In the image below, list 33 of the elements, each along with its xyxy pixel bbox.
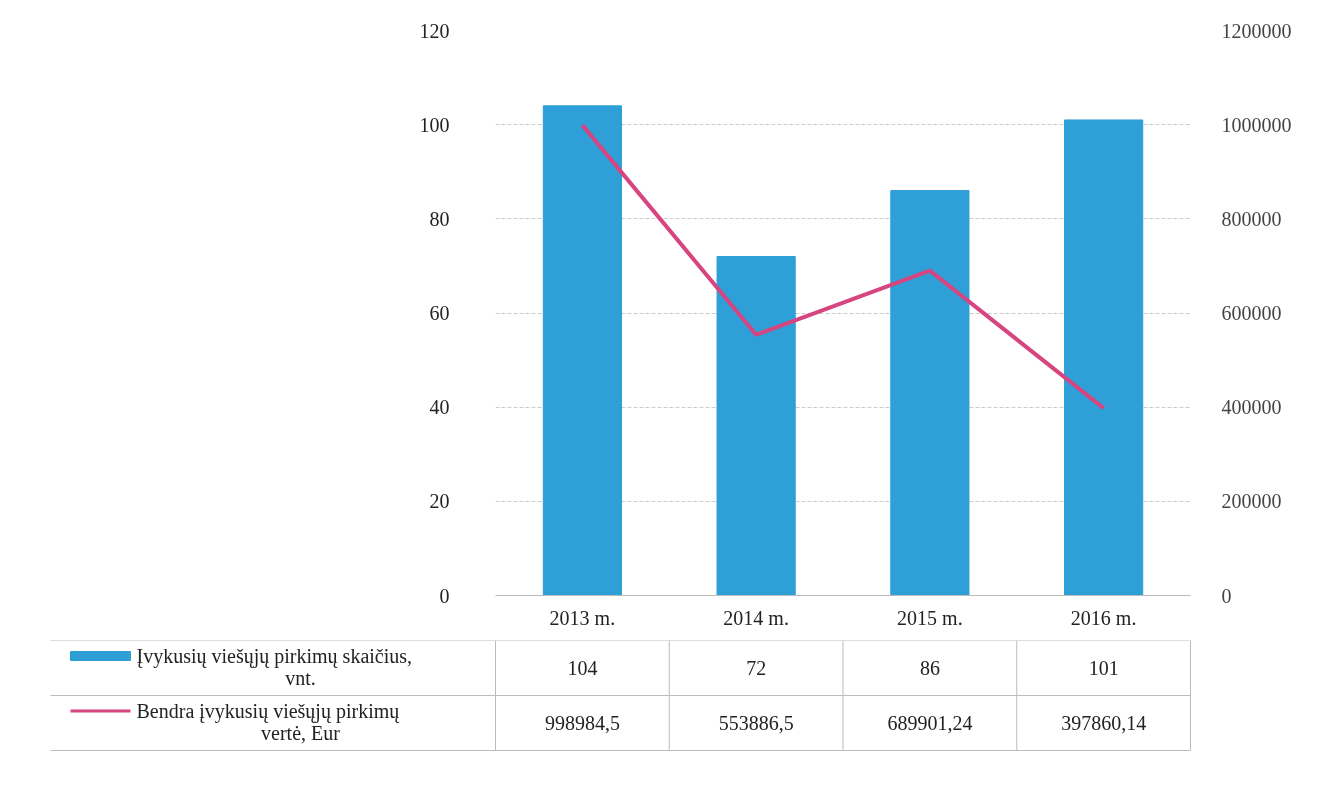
y-tick-label: 120 (419, 19, 450, 42)
bar (542, 105, 622, 596)
y-tick-label: 80 (429, 207, 450, 230)
y-tick-label: 40 (429, 396, 450, 419)
y2-tick-label: 400000 (1221, 396, 1282, 419)
y-tick-label: 0 (439, 584, 450, 607)
data-label: 72 (746, 657, 767, 679)
data-label: 689901,24 (887, 712, 973, 734)
data-label: 998984,5 (544, 712, 620, 734)
legend-label: Bendra įvykusių viešųjų pirkimų vertė, Eur (136, 700, 401, 744)
y2-tick-label: 200000 (1221, 490, 1282, 513)
data-label: 553886,5 (718, 712, 794, 734)
x-tick-label: 2015 m. (897, 606, 963, 629)
data-label: 101 (1088, 657, 1119, 679)
bar (890, 190, 970, 596)
y2-tick-label: 1000000 (1221, 113, 1292, 136)
x-tick-label: 2016 m. (1070, 606, 1137, 629)
data-label: 397860,14 (1061, 712, 1147, 734)
y2-tick-label: 800000 (1221, 207, 1282, 230)
y2-tick-label: 0 (1221, 584, 1232, 607)
data-label: 104 (567, 657, 598, 679)
x-tick-label: 2013 m. (549, 606, 616, 629)
data-label: 86 (919, 657, 940, 679)
y-tick-label: 100 (419, 113, 450, 136)
x-tick-label: 2014 m. (723, 606, 789, 629)
y-tick-label: 60 (429, 302, 450, 324)
y-tick-label: 20 (429, 490, 450, 513)
legend-label: Įvykusių viešųjų pirkimų skaičius, vnt. (136, 645, 413, 689)
y2-tick-label: 1200000 (1221, 19, 1292, 42)
y2-tick-label: 600000 (1221, 302, 1282, 324)
bar (1064, 119, 1144, 596)
line-series (580, 123, 1106, 411)
bar (716, 256, 796, 596)
